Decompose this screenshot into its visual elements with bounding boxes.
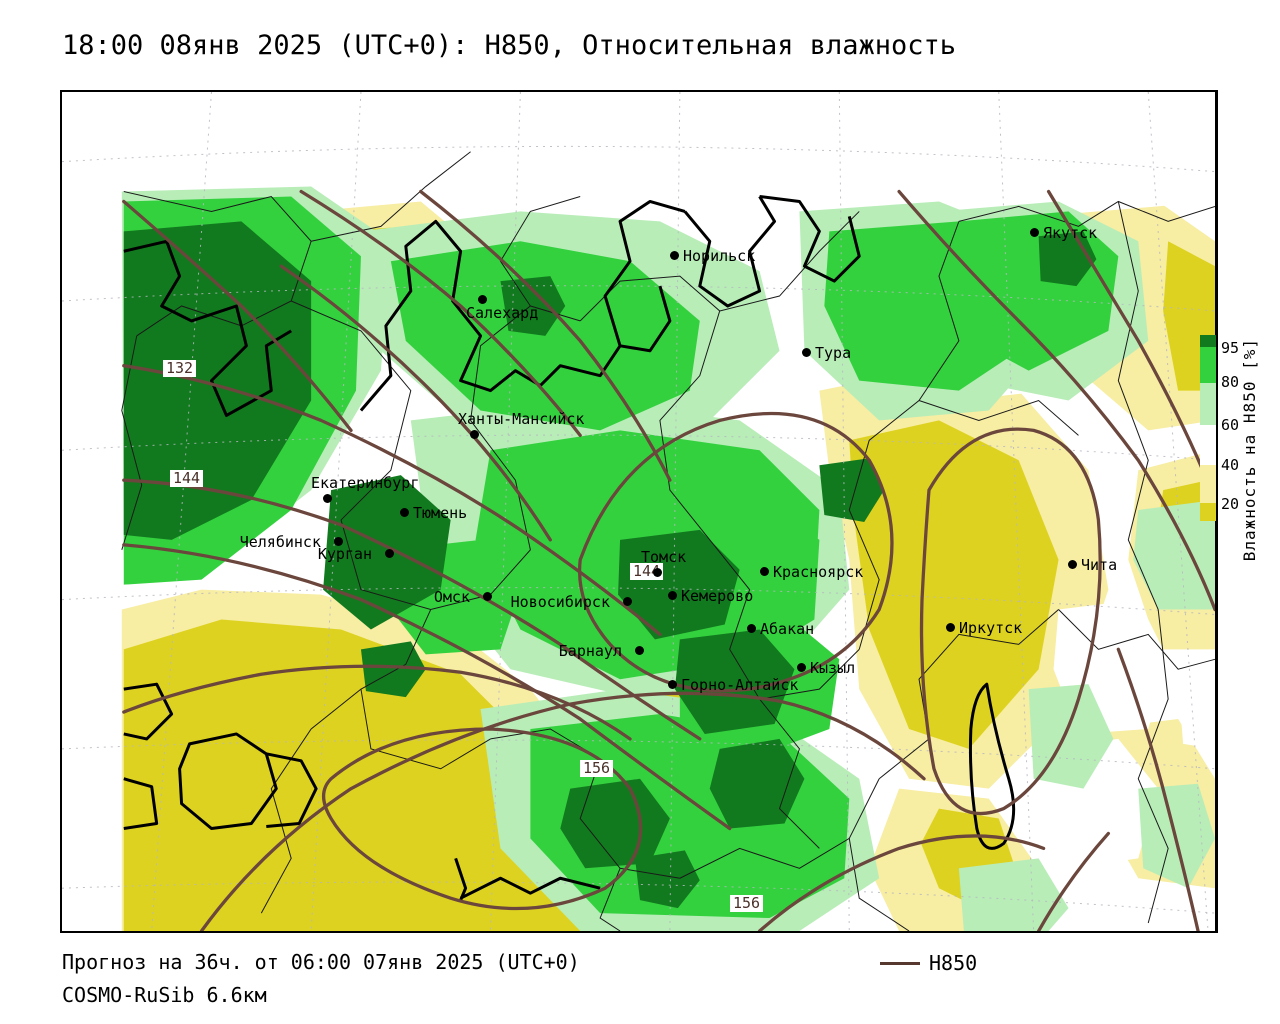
city-dot-icon: [653, 568, 662, 577]
city-dot-icon: [802, 348, 811, 357]
city-label: Норильск: [683, 247, 756, 265]
model-name-line: COSMO-RuSib 6.6км: [62, 983, 267, 1007]
city-dot-icon: [635, 646, 644, 655]
city-label: Красноярск: [773, 563, 864, 581]
graticule: [62, 92, 1215, 931]
city-label: Тюмень: [413, 504, 468, 522]
map-frame[interactable]: 132 144 144 156 156 Якутск Норильск Салехард Ту…: [60, 90, 1217, 933]
city-dot-icon: [1030, 228, 1039, 237]
map-canvas: 132 144 144 156 156 Якутск Норильск Салехард Ту…: [62, 92, 1215, 931]
colorbar-band: [1200, 335, 1216, 347]
city-label: Ханты-Мансийск: [458, 410, 585, 428]
city-dot-icon: [478, 295, 487, 304]
admin-borders: [121, 151, 1215, 931]
isoline-value-label: 132: [163, 360, 197, 377]
colorbar-band: [1200, 503, 1216, 521]
city-label: Якутск: [1043, 224, 1098, 242]
forecast-info-line: Прогноз на 36ч. от 06:00 07янв 2025 (UTC…: [62, 950, 580, 974]
h850-legend-label: H850: [929, 951, 978, 975]
city-dot-icon: [668, 680, 677, 689]
humidity-colorbar: [1200, 335, 1216, 521]
isoline-value-label: 156: [580, 760, 614, 777]
city-dot-icon: [747, 624, 756, 633]
city-dot-icon: [470, 430, 479, 439]
city-dot-icon: [797, 663, 806, 672]
colorbar-tick-label: 20: [1221, 495, 1240, 513]
city-dot-icon: [668, 591, 677, 600]
city-dot-icon: [385, 549, 394, 558]
city-dot-icon: [323, 494, 332, 503]
city-label: Кызыл: [810, 659, 856, 677]
city-dot-icon: [670, 251, 679, 260]
city-label: Томск: [641, 548, 687, 566]
city-label: Новосибирск: [510, 593, 610, 611]
city-label: Иркутск: [959, 619, 1023, 637]
city-dot-icon: [623, 597, 632, 606]
colorbar-axis: [1216, 90, 1218, 933]
map-svg: [62, 92, 1215, 931]
h850-legend: H850: [880, 951, 977, 975]
colorbar-band: [1200, 425, 1216, 465]
city-dot-icon: [483, 592, 492, 601]
city-dot-icon: [1068, 560, 1077, 569]
city-dot-icon: [334, 537, 343, 546]
colorbar-tick-label: 80: [1221, 373, 1240, 391]
city-label: Курган: [317, 545, 372, 563]
h850-line-swatch: [880, 961, 920, 965]
city-label: Екатеринбург: [311, 474, 420, 492]
city-dot-icon: [760, 567, 769, 576]
coastline: [123, 195, 1016, 901]
page-title: 18:00 08янв 2025 (UTC+0): H850, Относите…: [62, 30, 957, 61]
h850-isolines: [122, 189, 1215, 931]
city-label: Кемерово: [681, 587, 754, 605]
city-label: Челябинск: [239, 533, 321, 551]
colorbar-tick-label: 95: [1221, 339, 1240, 357]
colorbar-tick-label: 60: [1221, 416, 1240, 434]
city-label: Омск: [433, 588, 470, 606]
city-dot-icon: [946, 623, 955, 632]
city-label: Горно-Алтайск: [681, 676, 799, 694]
city-label: Тура: [815, 344, 852, 362]
colorbar-tick-label: 40: [1221, 456, 1240, 474]
isoline-value-label: 144: [170, 470, 204, 487]
city-label: Салехард: [466, 304, 539, 322]
city-dot-icon: [400, 508, 409, 517]
colorbar-band: [1200, 383, 1216, 425]
colorbar-title: Влажность на H850 [%]: [1240, 338, 1259, 562]
city-label: Абакан: [760, 620, 815, 638]
colorbar-band: [1200, 347, 1216, 383]
isoline-value-label: 156: [730, 895, 764, 912]
city-label: Барнаул: [558, 642, 622, 660]
colorbar-band: [1200, 465, 1216, 503]
city-label: Читa: [1081, 556, 1118, 574]
